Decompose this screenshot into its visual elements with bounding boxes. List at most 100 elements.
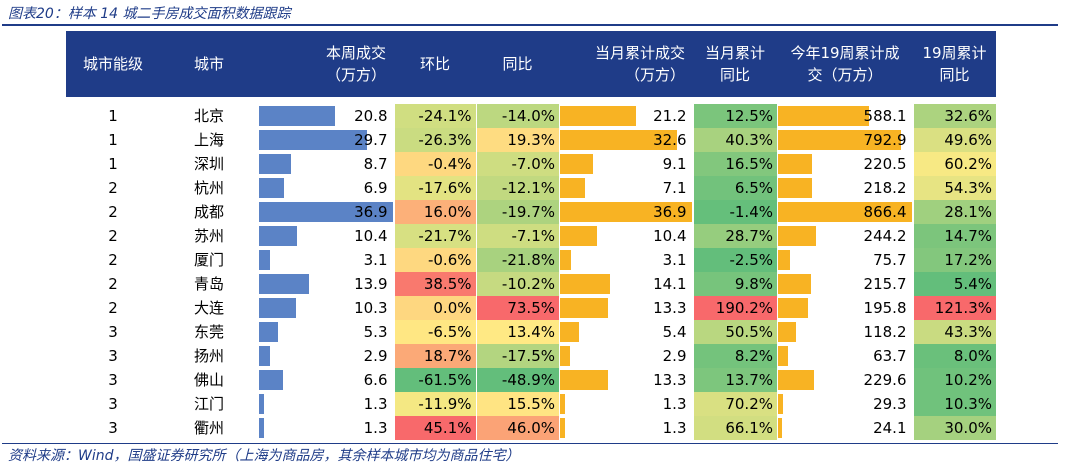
table-row: 3 佛山 6.6 -61.5% -48.9% 13.3 13.7% 229.6 10.2% [66,368,996,392]
cell-city: 苏州 [193,227,224,245]
value-week: 8.7 [363,155,388,173]
cell-tier: 2 [108,299,118,317]
bar-month [560,298,608,318]
value-month: 13.3 [653,371,687,389]
bar-month [560,346,570,366]
cell-ytd: 588.1 [777,104,913,128]
cell-city: 佛山 [193,371,224,389]
cell-tier: 2 [108,227,118,245]
cell-month: 7.1 [559,176,693,200]
value-ytd: 118.2 [863,323,907,341]
cell-ytd: 29.3 [777,392,913,416]
cell-yoy: 19.3% [475,128,559,152]
value-month: 13.3 [653,299,687,317]
cell-month: 21.2 [559,104,693,128]
figure-caption: 图表20：样本 14 城二手房成交面积数据跟踪 [8,6,291,22]
cell-month: 1.3 [559,416,693,440]
cell-month: 32.6 [559,128,693,152]
table-row: 1 北京 20.8 -24.1% -14.0% 21.2 12.5% 588.1 32.6% [66,104,996,128]
cell-week: 20.8 [258,104,394,128]
cell-month: 13.3 [559,368,693,392]
cell-month_yoy: 13.7% [692,368,777,392]
cell-month: 9.1 [559,152,693,176]
header-ytd-yoy: 19周累计 同比 [913,31,996,97]
cell-city: 厦门 [193,251,224,269]
cell-yoy: -7.0% [475,152,559,176]
cell-ytd: 195.8 [777,296,913,320]
table-row: 2 厦门 3.1 -0.6% -21.8% 3.1 -2.5% 75.7 17.2% [66,248,996,272]
header-week-volume: 本周成交 （万方） [258,31,394,97]
cell-month_yoy: 28.7% [692,224,777,248]
value-ytd: 75.7 [873,251,907,269]
cell-city: 成都 [193,203,224,221]
cell-city: 东莞 [193,323,224,341]
bar-ytd [778,202,912,222]
cell-month: 1.3 [559,392,693,416]
cell-month_yoy: 190.2% [692,296,777,320]
header-ytd-cumulative: 今年19周累计成 交（万方） [777,31,913,97]
bar-ytd [778,298,808,318]
table-row: 3 东莞 5.3 -6.5% 13.4% 5.4 50.5% 118.2 43.3% [66,320,996,344]
cell-tier: 1 [108,131,118,149]
cell-ytd_yoy: 28.1% [912,200,996,224]
bar-ytd [778,130,901,150]
bar-month [560,130,677,150]
cell-yoy: -14.0% [475,104,559,128]
value-week: 10.3 [354,299,388,317]
cell-ytd: 792.9 [777,128,913,152]
cell-week: 6.6 [258,368,394,392]
bar-week [259,394,264,414]
bar-week [259,418,264,438]
cell-city: 上海 [193,131,224,149]
table-row: 2 大连 10.3 0.0% 73.5% 13.3 190.2% 195.8 121.3% [66,296,996,320]
cell-mom: -26.3% [393,128,476,152]
value-month: 2.9 [662,347,687,365]
bar-ytd [778,106,869,126]
cell-ytd: 218.2 [777,176,913,200]
bar-week [259,226,297,246]
value-week: 2.9 [363,347,388,365]
bar-month [560,178,585,198]
cell-mom: 38.5% [393,272,476,296]
cell-tier: 2 [108,203,118,221]
header-yoy: 同比 [476,31,559,97]
table-row: 3 江门 1.3 -11.9% 15.5% 1.3 70.2% 29.3 10.3% [66,392,996,416]
value-ytd: 215.7 [863,275,907,293]
cell-city: 青岛 [193,275,224,293]
cell-month_yoy: 40.3% [692,128,777,152]
value-ytd: 24.1 [873,419,907,437]
cell-yoy: -17.5% [475,344,559,368]
value-month: 7.1 [662,179,687,197]
bar-ytd [778,250,790,270]
bar-week [259,322,278,342]
cell-city: 深圳 [193,155,224,173]
cell-tier: 1 [108,155,118,173]
value-month: 5.4 [662,323,687,341]
header-city: 城市 [160,31,258,97]
value-ytd: 588.1 [863,107,907,125]
value-week: 29.7 [354,131,388,149]
cell-month: 5.4 [559,320,693,344]
cell-tier: 2 [108,179,118,197]
value-month: 32.6 [653,131,687,149]
cell-tier: 3 [108,347,118,365]
cell-month: 14.1 [559,272,693,296]
cell-tier: 3 [108,371,118,389]
table-row: 1 上海 29.7 -26.3% 19.3% 32.6 40.3% 792.9 49.6% [66,128,996,152]
value-week: 13.9 [354,275,388,293]
bar-week [259,106,335,126]
header-tier: 城市能级 [66,31,160,97]
bar-week [259,130,367,150]
cell-month_yoy: 9.8% [692,272,777,296]
cell-week: 13.9 [258,272,394,296]
table-row: 3 衢州 1.3 45.1% 46.0% 1.3 66.1% 24.1 30.0% [66,416,996,440]
value-ytd: 229.6 [863,371,907,389]
cell-tier: 3 [108,419,118,437]
cell-ytd_yoy: 17.2% [912,248,996,272]
cell-ytd: 215.7 [777,272,913,296]
cell-ytd: 75.7 [777,248,913,272]
value-week: 6.6 [363,371,388,389]
cell-mom: -6.5% [393,320,476,344]
cell-ytd: 866.4 [777,200,913,224]
cell-mom: 18.7% [393,344,476,368]
